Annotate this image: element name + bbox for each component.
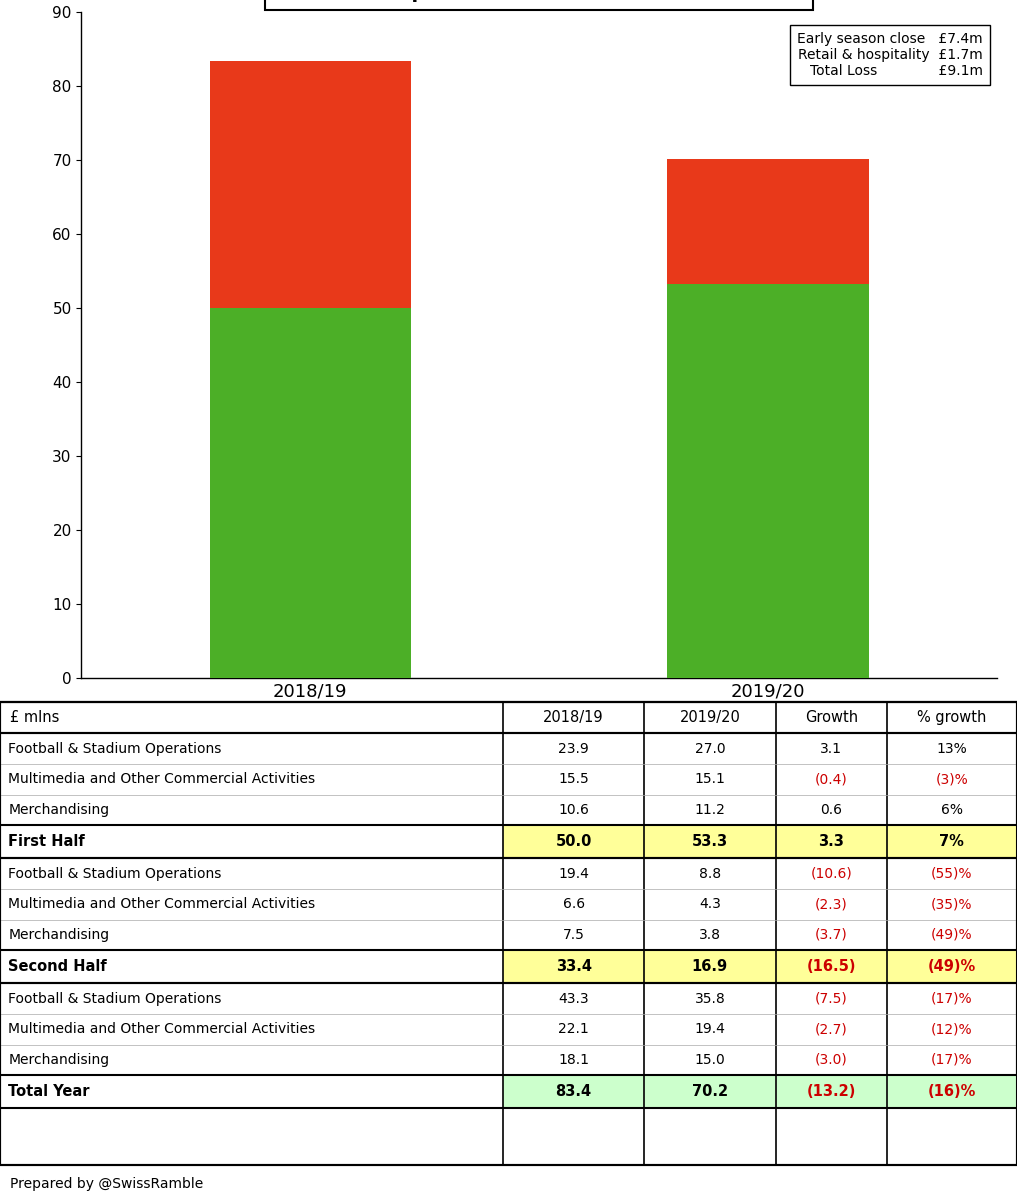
Text: 4.3: 4.3 [699, 898, 721, 911]
Bar [210, 308, 411, 678]
Text: Merchandising: Merchandising [8, 803, 109, 817]
Bar [776, 826, 1017, 858]
Text: Growth: Growth [804, 710, 858, 725]
Text: 11.2: 11.2 [695, 803, 725, 817]
Text: 0.6: 0.6 [821, 803, 842, 817]
Text: 50.0: 50.0 [555, 834, 592, 850]
Bar [503, 1075, 776, 1109]
Text: 3.1: 3.1 [821, 742, 842, 756]
Text: 6%: 6% [941, 803, 963, 817]
Text: Prepared by @SwissRamble: Prepared by @SwissRamble [10, 1177, 203, 1192]
Text: (10.6): (10.6) [811, 866, 852, 881]
Text: 6.6: 6.6 [562, 898, 585, 911]
Bar [210, 61, 411, 308]
Text: 3.8: 3.8 [699, 928, 721, 942]
Text: Merchandising: Merchandising [8, 928, 109, 942]
Text: (2.7): (2.7) [815, 1022, 848, 1037]
Bar [667, 283, 869, 678]
Text: 13%: 13% [937, 742, 967, 756]
Text: Second Half: Second Half [8, 959, 107, 974]
Text: 7.5: 7.5 [562, 928, 585, 942]
Text: (16)%: (16)% [928, 1085, 976, 1099]
Text: Multimedia and Other Commercial Activities: Multimedia and Other Commercial Activiti… [8, 898, 315, 911]
Text: 16.9: 16.9 [692, 959, 728, 974]
Bar [503, 826, 776, 858]
Text: 15.5: 15.5 [558, 773, 589, 786]
Text: 15.1: 15.1 [695, 773, 725, 786]
Text: 35.8: 35.8 [695, 991, 725, 1006]
Text: 3.3: 3.3 [819, 834, 844, 850]
Text: (2.3): (2.3) [815, 898, 848, 911]
Text: (12)%: (12)% [932, 1022, 972, 1037]
Text: 27.0: 27.0 [695, 742, 725, 756]
Text: 70.2: 70.2 [692, 1085, 728, 1099]
Text: Early season close   £7.4m
Retail & hospitality  £1.7m
Total Loss              £: Early season close £7.4m Retail & hospit… [797, 32, 982, 78]
Text: Multimedia and Other Commercial Activities: Multimedia and Other Commercial Activiti… [8, 1022, 315, 1037]
Text: 2018/19: 2018/19 [543, 710, 604, 725]
Text: Football & Stadium Operations: Football & Stadium Operations [8, 866, 222, 881]
Text: Football & Stadium Operations: Football & Stadium Operations [8, 991, 222, 1006]
Title: COVID-19 Impact on Celtic's Revenue in 2019/20: COVID-19 Impact on Celtic's Revenue in 2… [274, 0, 804, 2]
Text: (3.0): (3.0) [815, 1052, 848, 1067]
Text: % growth: % growth [917, 710, 986, 725]
Text: 22.1: 22.1 [558, 1022, 589, 1037]
Text: Merchandising: Merchandising [8, 1052, 109, 1067]
Bar [503, 950, 776, 983]
Text: 15.0: 15.0 [695, 1052, 725, 1067]
Text: Multimedia and Other Commercial Activities: Multimedia and Other Commercial Activiti… [8, 773, 315, 786]
Text: (0.4): (0.4) [815, 773, 848, 786]
Text: 53.3: 53.3 [692, 834, 728, 850]
Text: 43.3: 43.3 [558, 991, 589, 1006]
Text: 18.1: 18.1 [558, 1052, 589, 1067]
Text: 7%: 7% [940, 834, 964, 850]
Text: Total Year: Total Year [8, 1085, 89, 1099]
Text: (17)%: (17)% [932, 1052, 972, 1067]
Text: (55)%: (55)% [932, 866, 972, 881]
Text: (16.5): (16.5) [806, 959, 856, 974]
Text: (3.7): (3.7) [815, 928, 848, 942]
Text: (49)%: (49)% [928, 959, 976, 974]
Bar [776, 1075, 1017, 1109]
Text: (17)%: (17)% [932, 991, 972, 1006]
Text: (49)%: (49)% [932, 928, 972, 942]
Bar [667, 158, 869, 283]
Text: (13.2): (13.2) [806, 1085, 856, 1099]
Text: (3)%: (3)% [936, 773, 968, 786]
Bar [776, 950, 1017, 983]
Text: 83.4: 83.4 [555, 1085, 592, 1099]
Text: Football & Stadium Operations: Football & Stadium Operations [8, 742, 222, 756]
Text: 33.4: 33.4 [555, 959, 592, 974]
Text: 23.9: 23.9 [558, 742, 589, 756]
Legend: First Half, Second Half: First Half, Second Half [400, 725, 678, 756]
Text: £ mlns: £ mlns [10, 710, 60, 725]
Text: 19.4: 19.4 [695, 1022, 725, 1037]
Text: (35)%: (35)% [932, 898, 972, 911]
Text: (7.5): (7.5) [815, 991, 848, 1006]
Text: 19.4: 19.4 [558, 866, 589, 881]
Text: 8.8: 8.8 [699, 866, 721, 881]
Text: 10.6: 10.6 [558, 803, 589, 817]
Text: 2019/20: 2019/20 [679, 710, 740, 725]
Text: First Half: First Half [8, 834, 84, 850]
